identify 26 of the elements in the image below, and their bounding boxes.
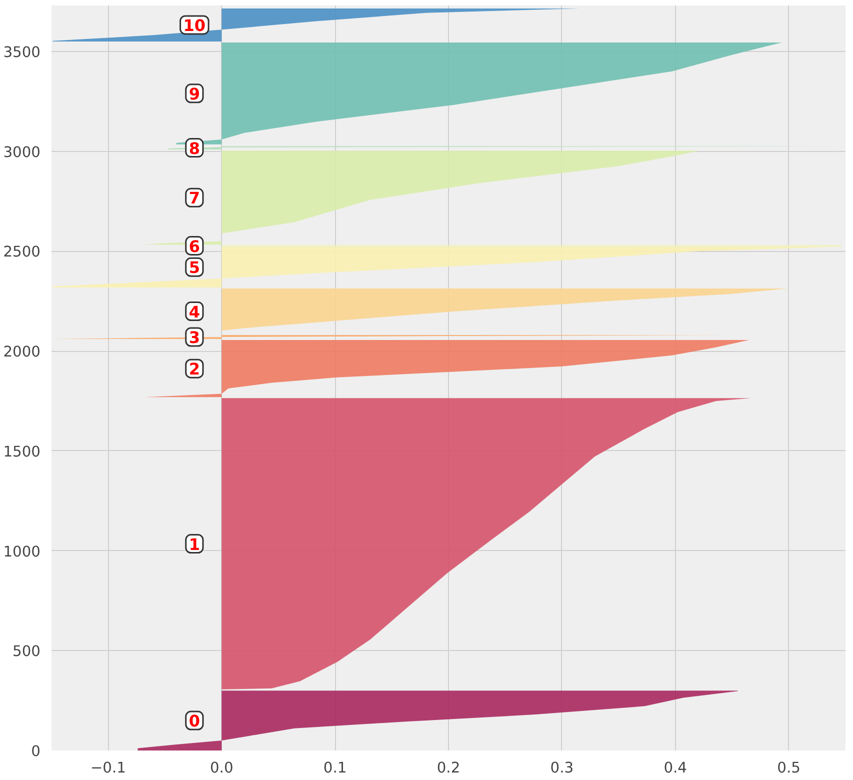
annotation: 1 bbox=[188, 534, 200, 554]
annotation: 7 bbox=[188, 188, 200, 208]
x-tick-label: −0.1 bbox=[90, 760, 126, 776]
x-tick-label: 0.0 bbox=[210, 760, 234, 776]
x-tick-label: 0.1 bbox=[323, 760, 347, 776]
y-tick-label: 1500 bbox=[3, 443, 41, 460]
y-tick-label: 2500 bbox=[3, 244, 41, 261]
y-tick-label: 2000 bbox=[3, 344, 41, 361]
annotation: 9 bbox=[188, 84, 200, 104]
annotation: 6 bbox=[188, 236, 200, 256]
x-tick-label: 0.5 bbox=[777, 760, 800, 776]
annotation: 4 bbox=[188, 302, 200, 322]
annotation: 2 bbox=[188, 360, 200, 379]
annotation: 8 bbox=[188, 138, 200, 158]
annotation: 3 bbox=[188, 328, 200, 348]
y-tick-label: 1000 bbox=[3, 543, 41, 560]
y-tick-label: 3500 bbox=[3, 44, 41, 61]
y-tick-label: 500 bbox=[12, 643, 41, 660]
x-tick-label: 0.2 bbox=[436, 760, 460, 776]
x-tick-label: 0.3 bbox=[550, 760, 574, 776]
annotation: 5 bbox=[188, 258, 200, 278]
x-tick-label: 0.4 bbox=[664, 760, 688, 776]
y-tick-label: 0 bbox=[31, 743, 41, 760]
annotation: 10 bbox=[183, 16, 206, 35]
annotation: 0 bbox=[188, 712, 200, 731]
y-tick-label: 3000 bbox=[3, 144, 41, 161]
